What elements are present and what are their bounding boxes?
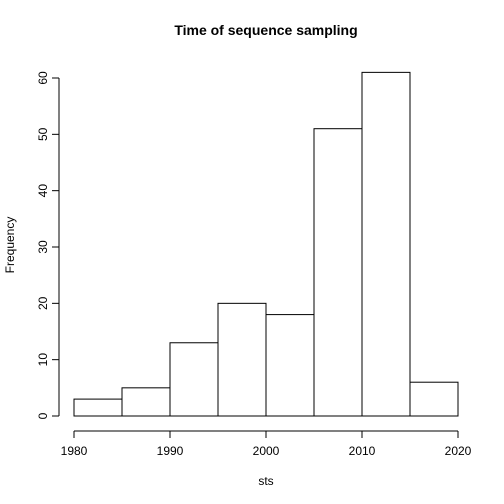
y-axis-label: Frequency: [3, 217, 17, 274]
x-tick-label: 2020: [445, 444, 472, 458]
histogram-bar-3: [217, 302, 267, 417]
x-tick-label: 2000: [253, 444, 280, 458]
x-axis: 1980 1990 2000 2010 2020: [61, 430, 472, 458]
histogram-bar-6: [361, 71, 411, 417]
histogram-bar-7: [409, 381, 459, 417]
y-tick-label: 40: [36, 184, 50, 198]
y-tick-label: 50: [36, 127, 50, 141]
x-tick-label: 2010: [349, 444, 376, 458]
y-axis: 0 10 20 30 40 50 60: [36, 71, 60, 419]
y-tick-label: 30: [36, 240, 50, 254]
histogram-bar-0: [73, 398, 123, 417]
x-tick-label: 1990: [157, 444, 184, 458]
x-tick-label: 1980: [61, 444, 88, 458]
histogram-bar-2: [169, 342, 219, 417]
histogram-bar-5: [313, 128, 363, 417]
y-tick-label: 10: [36, 353, 50, 367]
x-axis-label: sts: [258, 474, 273, 488]
y-tick-label: 20: [36, 296, 50, 310]
y-tick-label: 60: [36, 71, 50, 85]
histogram-bar-1: [121, 387, 171, 417]
histogram-bar-4: [265, 314, 315, 417]
y-tick-label: 0: [36, 412, 50, 419]
bars-group: [73, 71, 459, 417]
chart-title: Time of sequence sampling: [174, 22, 357, 38]
